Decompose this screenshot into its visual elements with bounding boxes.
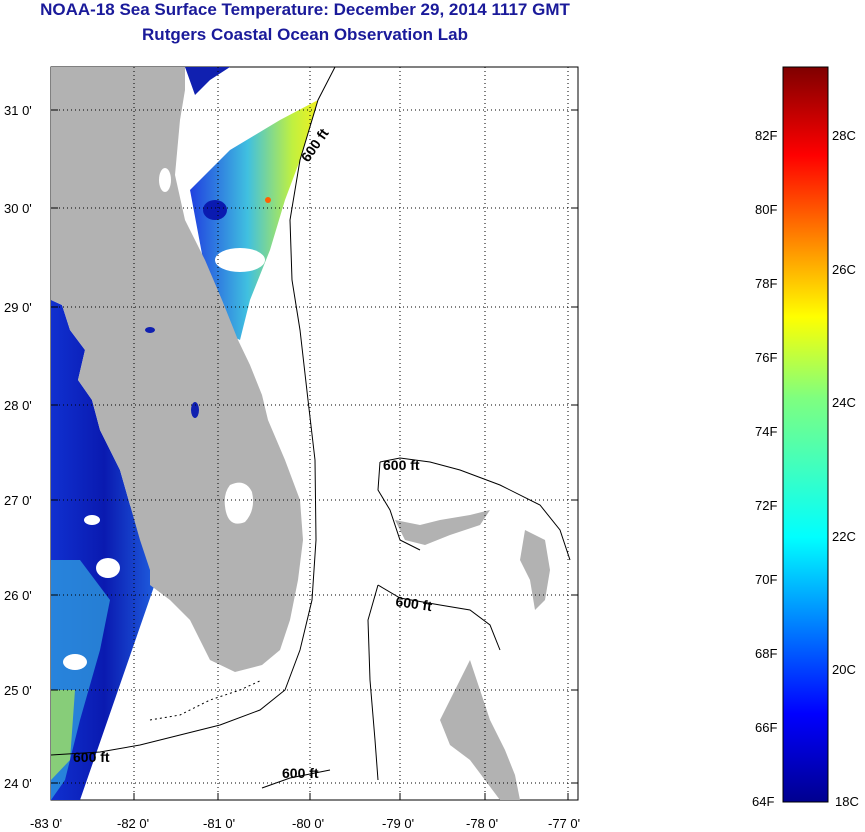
- colorbar-c-label: 28C: [832, 128, 856, 143]
- andros-island: [440, 660, 520, 800]
- colorbar-f-label: 64F: [752, 794, 774, 809]
- lon-tick-label: -83 0': [30, 816, 62, 831]
- colorbar-c-label: 18C: [835, 794, 859, 809]
- lat-tick-label: 30 0': [4, 201, 32, 216]
- contour-600ft-bahama-north: [379, 457, 571, 561]
- frame-ticks: [51, 109, 578, 800]
- lon-tick-label: -81 0': [203, 816, 235, 831]
- colorbar-c-label: 26C: [832, 262, 856, 277]
- lon-tick-label: -80 0': [292, 816, 324, 831]
- map-subtitle: Rutgers Coastal Ocean Observation Lab: [142, 25, 468, 44]
- lake-okeechobee: [224, 482, 254, 524]
- contour-600ft-florida: [51, 67, 336, 756]
- contour-600ft-andros: [377, 584, 501, 651]
- colorbar-f-label: 70F: [755, 572, 777, 587]
- lon-tick-label: -78 0': [466, 816, 498, 831]
- colorbar: [782, 66, 829, 803]
- lat-tick-label: 24 0': [4, 776, 32, 791]
- inland-lake-2: [145, 327, 155, 333]
- atlantic-sst-swath: [190, 100, 318, 340]
- lat-tick-label: 26 0': [4, 588, 32, 603]
- lat-tick-label: 28 0': [4, 398, 32, 413]
- cloud-patch-gulf: [96, 558, 120, 578]
- colorbar-c-label: 24C: [832, 395, 856, 410]
- lat-tick-label: 31 0': [4, 103, 32, 118]
- contour-600ft-andros-west: [367, 584, 379, 781]
- colorbar-f-label: 76F: [755, 350, 777, 365]
- contour-label: 600 ft: [383, 457, 420, 473]
- warm-spot: [265, 197, 271, 203]
- colorbar-f-label: 66F: [755, 720, 777, 735]
- gulf-warm-patch-south: [51, 690, 75, 780]
- colorbar-f-label: 78F: [755, 276, 777, 291]
- cloud-patch: [215, 248, 265, 272]
- colorbar-f-label: 68F: [755, 646, 777, 661]
- inland-lake: [159, 168, 171, 192]
- lon-tick-label: -79 0': [382, 816, 414, 831]
- colorbar-f-label: 80F: [755, 202, 777, 217]
- florida-keys: [149, 679, 263, 721]
- contour-label: 600 ft: [395, 593, 434, 614]
- contour-label: 600 ft: [73, 749, 110, 765]
- map-title: NOAA-18 Sea Surface Temperature: Decembe…: [40, 0, 570, 19]
- cold-patch: [203, 200, 227, 220]
- cloud-patch-gulf-3: [84, 515, 100, 525]
- colorbar-f-label: 72F: [755, 498, 777, 513]
- colorbar-f-label: 74F: [755, 424, 777, 439]
- lat-tick-label: 29 0': [4, 300, 32, 315]
- contour-label: 600 ft: [282, 765, 319, 781]
- contour-600ft-bahama-west: [377, 461, 421, 551]
- grand-bahama: [395, 510, 490, 545]
- lon-tick-label: -82 0': [117, 816, 149, 831]
- colorbar-f-label: 82F: [755, 128, 777, 143]
- cloud-patch-gulf-2: [63, 654, 87, 670]
- inland-lake-3: [191, 402, 199, 418]
- georgia-coast-water: [185, 67, 230, 95]
- lat-tick-label: 25 0': [4, 683, 32, 698]
- contour-600ft-south: [261, 769, 331, 789]
- abaco-island: [520, 530, 550, 610]
- lat-tick-label: 27 0': [4, 493, 32, 508]
- lon-tick-label: -77 0': [548, 816, 580, 831]
- colorbar-c-label: 22C: [832, 529, 856, 544]
- colorbar-c-label: 20C: [832, 662, 856, 677]
